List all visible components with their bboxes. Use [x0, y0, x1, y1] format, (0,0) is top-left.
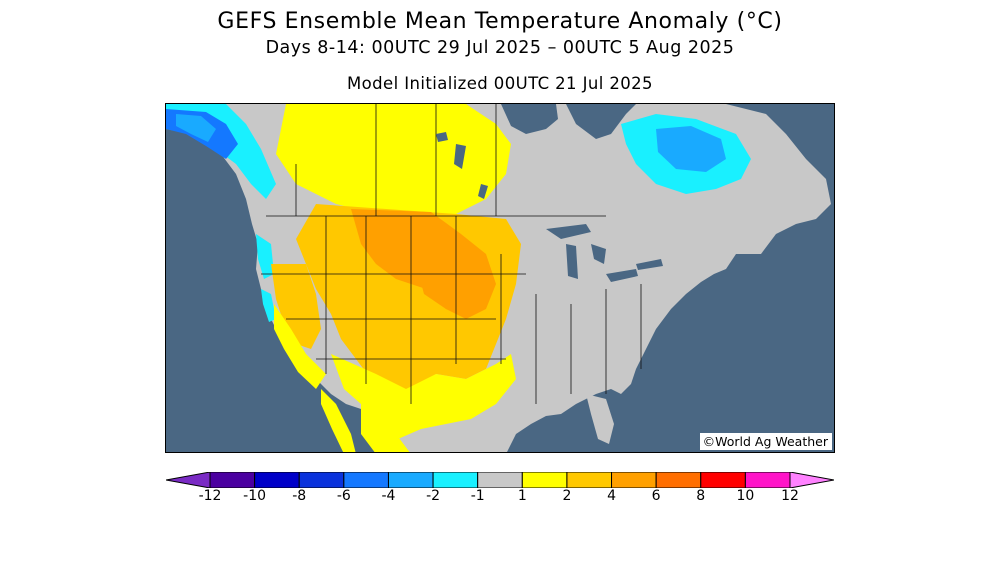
- warm-area-california: [271, 264, 321, 349]
- florida: [586, 394, 614, 444]
- colorbar-segment: [387, 472, 434, 488]
- colorbar-tick-label: -6: [336, 488, 351, 504]
- cold-area-calcoast: [261, 289, 276, 322]
- canadian-lakes: [436, 132, 488, 199]
- anomaly-colorbar: [166, 472, 834, 488]
- colorbar-left-arrow: [166, 472, 211, 488]
- model-init-time: Model Initialized 00UTC 21 Jul 2025: [347, 74, 653, 93]
- great-lakes: [546, 224, 663, 282]
- colorbar-segment: [521, 472, 568, 488]
- cold-area-quebec-core: [656, 126, 726, 172]
- colorbar-segment: [477, 472, 523, 488]
- colorbar-tick-label: -2: [426, 488, 441, 504]
- colorbar-segment: [209, 472, 256, 488]
- colorbar-segment: [700, 472, 746, 488]
- warm-area-prairies: [276, 104, 511, 219]
- colorbar-segment: [343, 472, 389, 488]
- colorbar-tick-label: -8: [292, 488, 307, 504]
- colorbar-segment: [432, 472, 479, 488]
- colorbar-segment: [298, 472, 345, 488]
- colorbar-segment: [655, 472, 702, 488]
- map-credit: ©World Ag Weather: [699, 433, 832, 450]
- colorbar-tick-label: -12: [198, 488, 222, 504]
- cold-area-bc-peak: [176, 114, 216, 142]
- colorbar-segment: [744, 472, 791, 488]
- cold-area-pacnw: [256, 234, 274, 279]
- colorbar-right-arrow: [789, 472, 834, 488]
- warm-area-mexico: [361, 404, 410, 452]
- anomaly-map: ©World Ag Weather: [165, 103, 835, 453]
- hudson-bay: [501, 104, 558, 134]
- colorbar-segment: [566, 472, 613, 488]
- colorbar-tick-label: 8: [696, 488, 706, 504]
- map-title: GEFS Ensemble Mean Temperature Anomaly (…: [217, 9, 783, 34]
- colorbar-tick-label: 1: [517, 488, 527, 504]
- colorbar-tick-label: 2: [562, 488, 572, 504]
- warm-area-plains-peak-2: [416, 264, 484, 314]
- warm-area-california-yellow: [274, 304, 326, 389]
- warm-area-southwest: [331, 354, 516, 439]
- colorbar-tick-label: 4: [607, 488, 616, 504]
- colorbar-tick-label: -10: [243, 488, 267, 504]
- colorbar-segment: [611, 472, 657, 488]
- colorbar-tick-label: 12: [781, 488, 799, 504]
- colorbar-tick-label: -1: [470, 488, 485, 504]
- map-canvas: [166, 104, 831, 452]
- baja-california: [321, 389, 356, 452]
- colorbar-tick-label: -4: [381, 488, 396, 504]
- colorbar-tick-label: 6: [651, 488, 661, 504]
- colorbar-segment: [254, 472, 300, 488]
- political-borders: [261, 104, 642, 404]
- forecast-period: Days 8-14: 00UTC 29 Jul 2025 – 00UTC 5 A…: [265, 38, 735, 58]
- colorbar-tick-label: 10: [736, 488, 755, 504]
